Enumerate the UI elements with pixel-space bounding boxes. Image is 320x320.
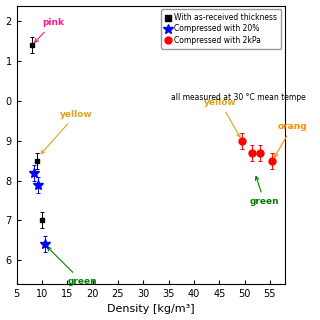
Text: green: green: [250, 176, 279, 206]
Text: pink: pink: [35, 19, 64, 43]
Text: orang: orang: [275, 122, 307, 157]
Text: green: green: [47, 247, 97, 286]
Text: all measured at 30 °C mean tempe: all measured at 30 °C mean tempe: [171, 93, 306, 102]
Text: orange: orange: [0, 319, 1, 320]
X-axis label: Density [kg/m³]: Density [kg/m³]: [107, 304, 195, 315]
Legend: With as-received thickness, Compressed with 20%, Compressed with 2kPa: With as-received thickness, Compressed w…: [162, 9, 281, 49]
Text: yellow: yellow: [41, 110, 92, 154]
Text: yellow: yellow: [204, 98, 240, 137]
